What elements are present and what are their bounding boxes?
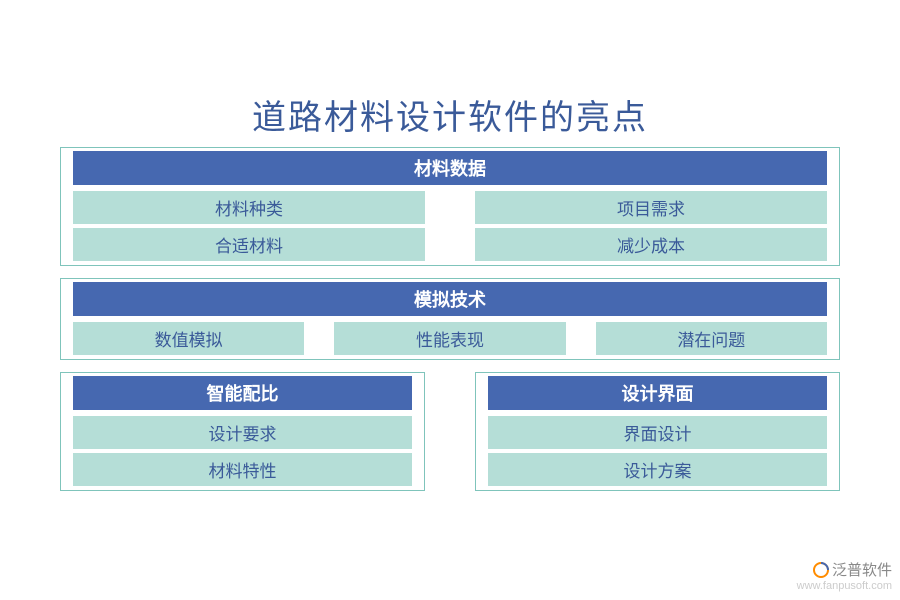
- section-header: 智能配比: [73, 376, 412, 410]
- section-material-data: 材料数据 材料种类 项目需求 合适材料 减少成本: [60, 147, 840, 266]
- section-header: 设计界面: [488, 376, 827, 410]
- bottom-row: 智能配比 设计要求 材料特性 设计界面 界面设计 设计方案: [60, 372, 840, 491]
- items-row: 合适材料 减少成本: [61, 228, 839, 265]
- item-cell: 合适材料: [73, 228, 425, 261]
- item-cell: 设计方案: [488, 453, 827, 486]
- watermark: 泛普软件 www.fanpusoft.com: [797, 559, 892, 592]
- page-title: 道路材料设计软件的亮点: [0, 0, 900, 147]
- item-cell: 数值模拟: [73, 322, 304, 355]
- section-header: 模拟技术: [73, 282, 827, 316]
- item-cell: 界面设计: [488, 416, 827, 449]
- watermark-url: www.fanpusoft.com: [797, 580, 892, 592]
- section-simulation: 模拟技术 数值模拟 性能表现 潜在问题: [60, 278, 840, 360]
- section-smart-ratio: 智能配比 设计要求 材料特性: [60, 372, 425, 491]
- section-header: 材料数据: [73, 151, 827, 185]
- section-design-ui: 设计界面 界面设计 设计方案: [475, 372, 840, 491]
- watermark-brand-text: 泛普软件: [832, 559, 892, 580]
- item-cell: 性能表现: [334, 322, 565, 355]
- items-row: 数值模拟 性能表现 潜在问题: [61, 322, 839, 359]
- logo-icon: [813, 562, 829, 578]
- item-cell: 设计要求: [73, 416, 412, 449]
- diagram-container: 材料数据 材料种类 项目需求 合适材料 减少成本 模拟技术 数值模拟 性能表现 …: [0, 147, 900, 491]
- watermark-brand: 泛普软件: [797, 559, 892, 580]
- item-cell: 减少成本: [475, 228, 827, 261]
- item-cell: 材料特性: [73, 453, 412, 486]
- items-row: 材料种类 项目需求: [61, 191, 839, 228]
- item-cell: 材料种类: [73, 191, 425, 224]
- item-cell: 项目需求: [475, 191, 827, 224]
- item-cell: 潜在问题: [596, 322, 827, 355]
